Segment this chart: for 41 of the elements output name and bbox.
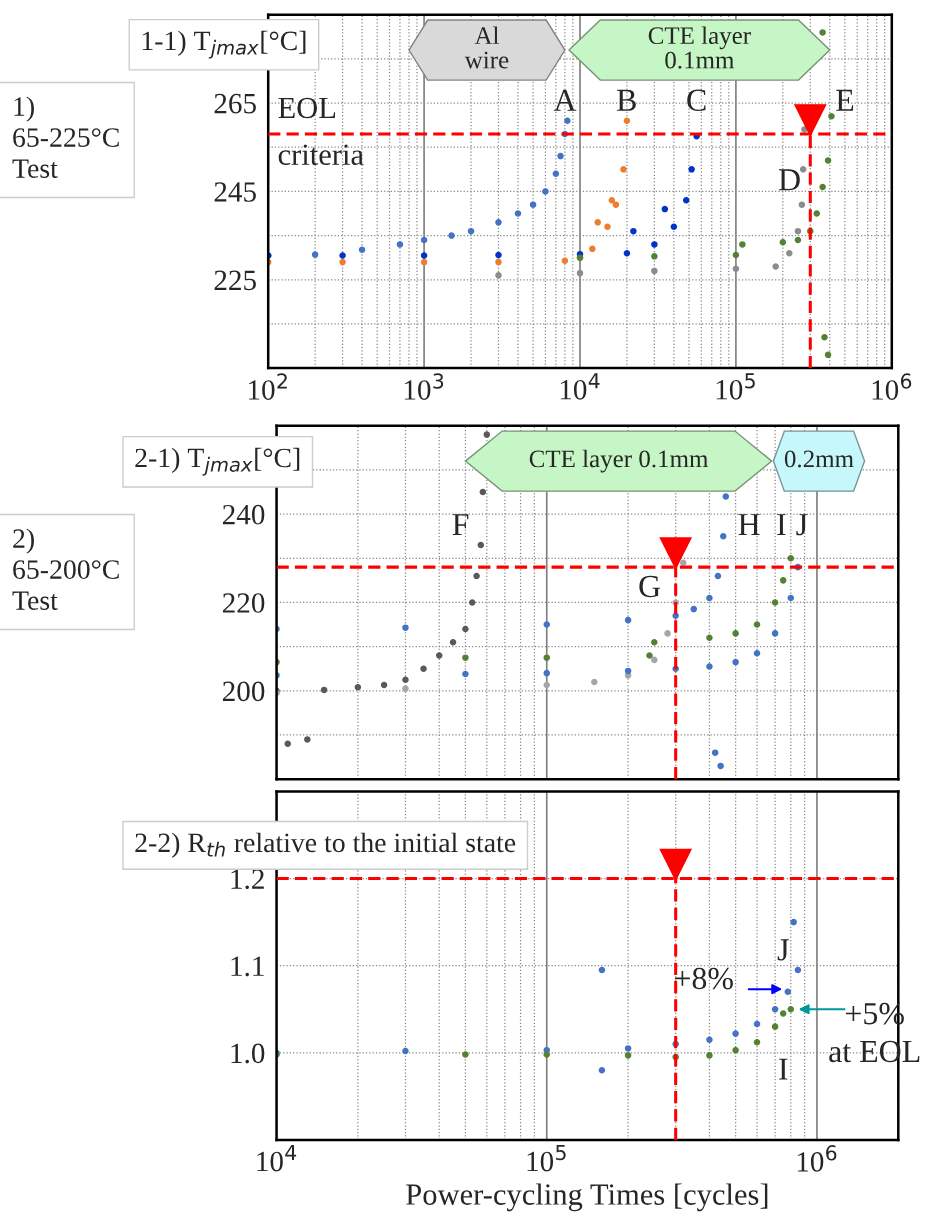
text: 2-2) R$_{th}$ relative to the initial state [135,832,516,858]
y-tick-label: 240 [222,504,265,525]
x-tick-label: 10$^{5}$ [716,373,755,400]
annotation: E [836,89,854,111]
band-label: Al wire [464,26,509,69]
annotation: J [777,939,789,961]
y-tick-label: 1.0 [231,1043,265,1064]
x-tick-label: 10$^{3}$ [404,373,444,400]
band-label: 0.2mm [784,450,854,468]
x-axis-title: Power-cycling Times [cycles] [406,1183,768,1212]
text: 1-1) T$_{jmax}$[°C] [142,30,306,59]
band-label: CTE layer 0.1mm [648,26,751,69]
y-tick-label: 245 [214,182,256,202]
annotation: B [617,89,636,111]
band-label: CTE layer 0.1mm [529,449,709,473]
text: 2) 65-200°C Test [12,528,119,610]
x-tick-label: 10$^{6}$ [872,373,912,400]
annotation: A [553,89,577,111]
annotation: J [796,514,808,536]
annotation: G [639,575,661,598]
text: 2-1) T$_{jmax}$[°C] [135,447,300,476]
annotation: H [738,514,760,536]
annotation: D [778,169,800,191]
x-tick-label: 10$^{6}$ [797,1145,837,1172]
annotation: C [687,89,706,112]
y-tick-label: 265 [214,93,256,114]
y-tick-label: 1.1 [231,956,264,977]
y-tick-label: 200 [222,681,265,702]
text: 1) 65-225°C Test [12,96,119,178]
x-tick-label: 10$^{5}$ [527,1145,566,1172]
ref-line-label: EOL criteria [278,97,364,166]
y-tick-label: 1.2 [231,869,264,890]
annotation: I [777,514,786,536]
annotation: +8% [674,967,733,990]
y-tick-label: 225 [214,270,256,291]
x-tick-label: 10$^{4}$ [257,1145,297,1172]
y-tick-label: 220 [222,593,265,613]
annotation: I [779,1058,788,1080]
x-tick-label: 10$^{2}$ [249,373,287,400]
annotation: F [452,514,469,536]
x-tick-label: 10$^{4}$ [560,373,600,400]
